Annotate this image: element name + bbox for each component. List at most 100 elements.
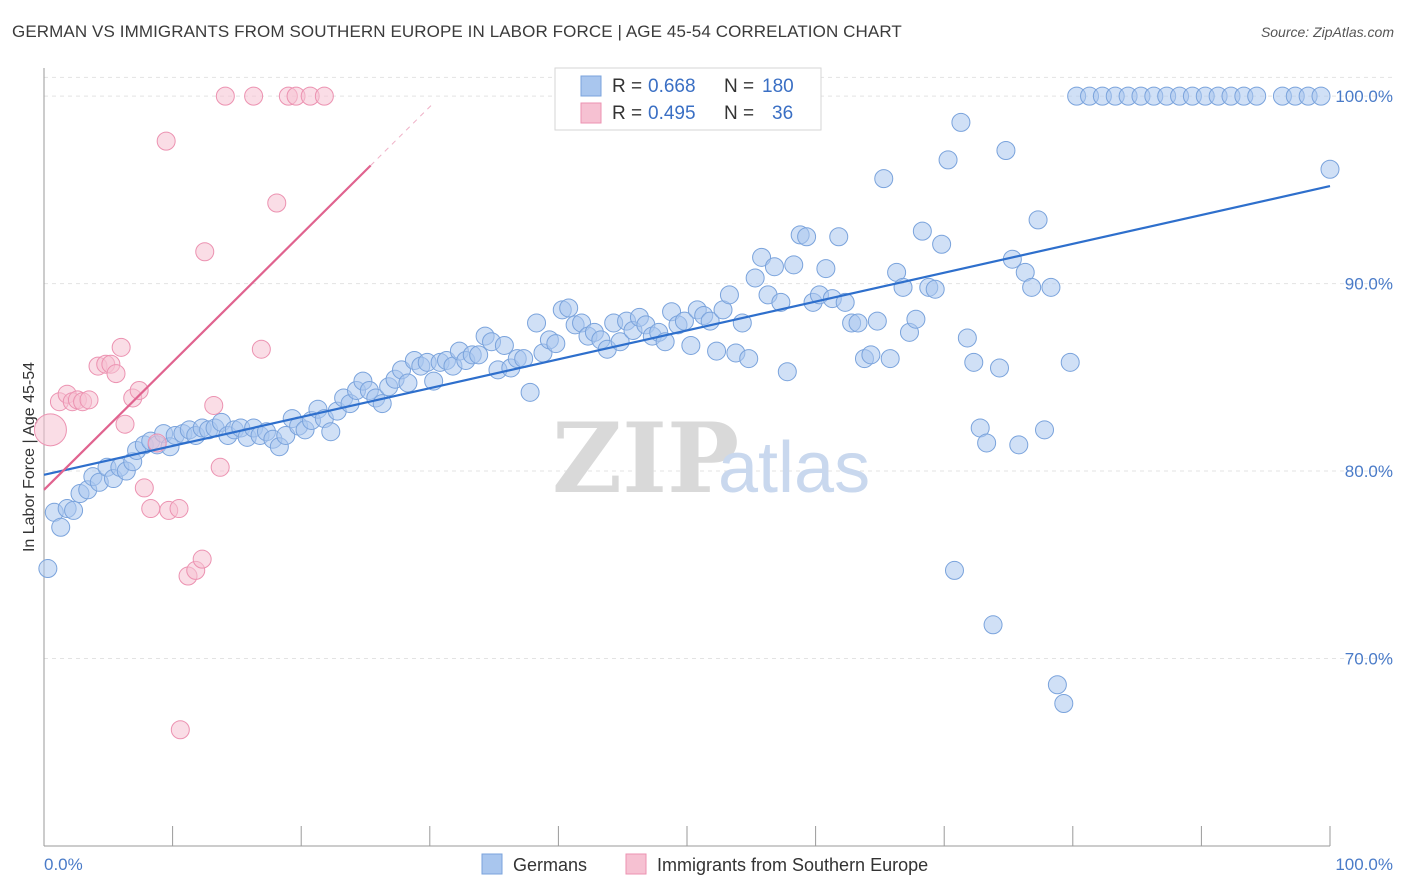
immigrants-point-0 (33, 413, 67, 447)
germans-point-146 (977, 433, 997, 453)
immigrants-point-20 (169, 499, 189, 519)
germans-points (38, 86, 1340, 714)
legend-n-label-immigrants: N = (724, 103, 754, 124)
legend-swatch-immigrants (580, 102, 602, 124)
germans-point-106 (719, 285, 739, 305)
germans-point-81 (559, 298, 579, 318)
germans-point-104 (707, 341, 727, 361)
x-tick-label-min: 0.0% (44, 855, 83, 874)
germans-point-114 (771, 292, 791, 312)
germans-point-100 (681, 335, 701, 355)
germans-point-142 (951, 112, 971, 132)
germans-point-174 (1247, 86, 1267, 106)
trend-lines (43, 102, 1331, 491)
germans-point-79 (546, 334, 566, 354)
legend-swatch-germans (580, 75, 602, 97)
germans-point-118 (797, 227, 817, 247)
germans-point-71 (494, 335, 514, 355)
y-tick-label-80: 80.0% (1345, 462, 1393, 481)
germans-point-144 (964, 352, 984, 372)
germans-point-147 (983, 615, 1003, 635)
germans-point-148 (989, 358, 1009, 378)
germans-point-0 (38, 559, 58, 579)
germans-point-126 (848, 313, 868, 333)
germans-point-143 (957, 328, 977, 348)
immigrants-point-15 (134, 478, 154, 498)
germans-point-138 (925, 279, 945, 299)
germans-point-151 (1009, 435, 1029, 455)
legend-n-value-immigrants: 36 (772, 103, 793, 124)
germans-point-110 (745, 268, 765, 288)
bottom-legend: Germans Immigrants from Southern Europe (481, 853, 928, 875)
immigrants-point-28 (244, 86, 264, 106)
immigrants-point-10 (106, 364, 126, 384)
x-tick-label-max: 100.0% (1335, 855, 1393, 874)
germans-point-178 (1311, 86, 1331, 106)
y-tick-label-100: 100.0% (1335, 87, 1393, 106)
germans-point-179 (1320, 159, 1340, 179)
immigrants-point-35 (170, 720, 190, 740)
germans-point-154 (1028, 210, 1048, 230)
germans-point-155 (1035, 420, 1055, 440)
y-tick-label-90: 90.0% (1345, 275, 1393, 294)
immigrants-point-24 (195, 242, 215, 262)
germans-point-2 (51, 517, 71, 537)
immigrants-point-30 (267, 193, 287, 213)
germans-point-135 (906, 309, 926, 329)
germans-point-67 (469, 345, 489, 365)
germans-point-109 (739, 349, 759, 369)
watermark-atlas: atlas (718, 428, 870, 508)
germans-point-130 (874, 169, 894, 189)
source-credit: Source: ZipAtlas.com (1260, 24, 1394, 40)
immigrants-point-18 (156, 131, 176, 151)
germans-point-4 (64, 500, 84, 520)
immigrants-point-34 (314, 86, 334, 106)
immigrants-trend-line (43, 164, 372, 491)
immigrants-trend-extension (370, 102, 435, 166)
germans-point-153 (1022, 277, 1042, 297)
legend-r-value-immigrants: 0.495 (648, 103, 696, 124)
immigrants-point-11 (111, 337, 131, 357)
germans-point-56 (398, 373, 418, 393)
germans-point-156 (1041, 277, 1061, 297)
germans-point-159 (1060, 352, 1080, 372)
immigrants-point-25 (204, 395, 224, 415)
germans-point-111 (752, 247, 772, 267)
immigrants-point-16 (141, 499, 161, 519)
germans-trend-line (43, 185, 1331, 476)
germans-point-131 (880, 349, 900, 369)
immigrants-point-29 (251, 339, 271, 359)
bottom-legend-swatch-germans (481, 853, 503, 875)
watermark: ZIP atlas (552, 402, 870, 515)
germans-point-75 (520, 382, 540, 402)
legend-r-value-germans: 0.668 (648, 76, 696, 97)
germans-point-121 (816, 259, 836, 279)
x-axis-ticks (43, 826, 1331, 846)
germans-point-113 (764, 257, 784, 277)
bottom-legend-label-immigrants: Immigrants from Southern Europe (657, 855, 928, 875)
watermark-zip: ZIP (552, 402, 739, 515)
germans-point-141 (944, 560, 964, 580)
immigrants-point-6 (79, 390, 99, 410)
bottom-legend-label-germans: Germans (513, 855, 587, 875)
legend-r-label-immigrants: R = (612, 103, 642, 124)
germans-point-116 (784, 255, 804, 275)
germans-point-115 (777, 362, 797, 382)
germans-point-139 (932, 234, 952, 254)
germans-point-157 (1047, 675, 1067, 695)
legend-r-label-germans: R = (612, 76, 642, 97)
immigrants-point-27 (215, 86, 235, 106)
legend-n-label-germans: N = (724, 76, 754, 97)
germans-point-140 (938, 150, 958, 170)
germans-point-37 (276, 425, 296, 445)
germans-point-44 (321, 422, 341, 442)
chart-title: GERMAN VS IMMIGRANTS FROM SOUTHERN EUROP… (12, 22, 902, 41)
immigrants-point-12 (115, 414, 135, 434)
bottom-legend-swatch-immigrants (625, 853, 647, 875)
y-axis-label: In Labor Force | Age 45-54 (21, 362, 38, 552)
germans-point-129 (867, 311, 887, 331)
germans-point-158 (1054, 694, 1074, 714)
immigrants-point-23 (192, 549, 212, 569)
germans-point-128 (861, 345, 881, 365)
